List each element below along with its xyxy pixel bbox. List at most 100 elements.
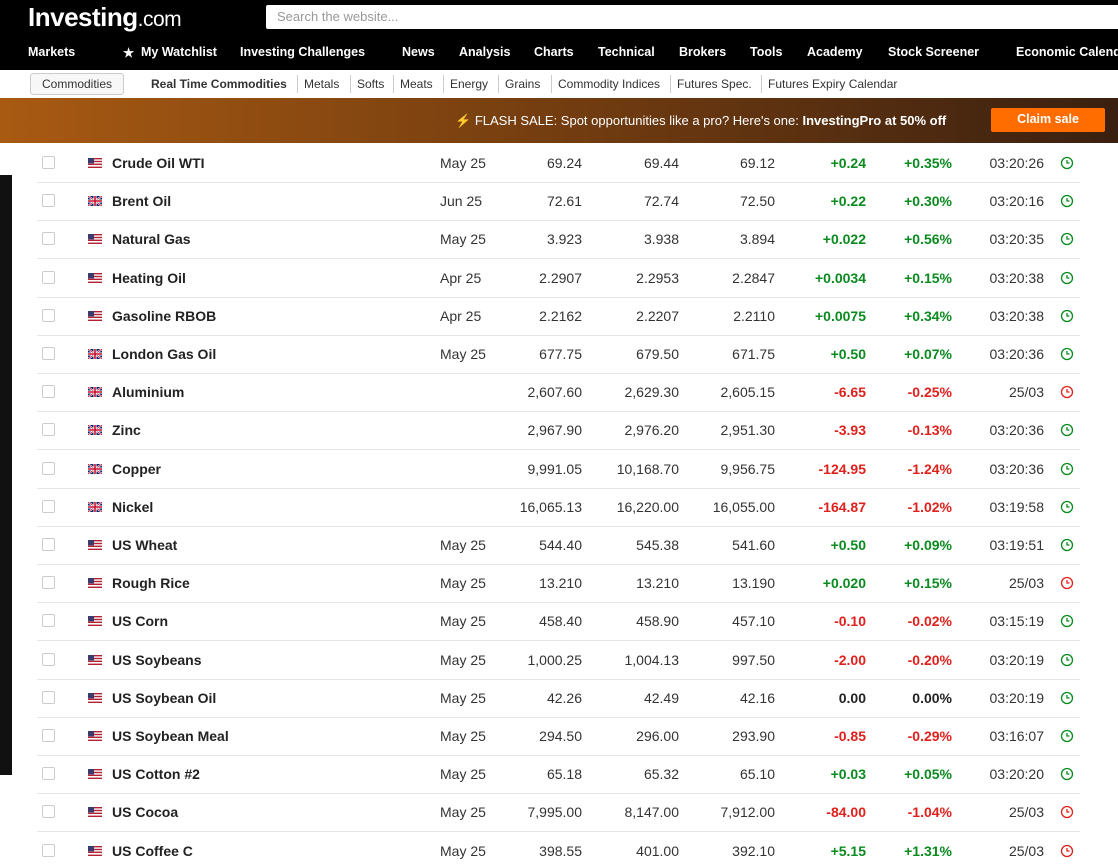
row-checkbox[interactable]: [42, 690, 55, 704]
row-checkbox[interactable]: [42, 614, 55, 628]
row-checkbox[interactable]: [42, 576, 55, 590]
instrument-name[interactable]: US Cotton #2: [112, 766, 200, 783]
instrument-name[interactable]: Natural Gas: [112, 231, 191, 248]
sub-nav-item[interactable]: Futures Spec.: [677, 77, 752, 91]
nav-item[interactable]: Brokers: [679, 45, 727, 59]
table-row[interactable]: US Cocoa May 25 7,995.00 8,147.00 7,912.00 -8…: [37, 793, 1080, 833]
flag-icon: [88, 578, 102, 589]
row-checkbox[interactable]: [42, 499, 55, 513]
instrument-name[interactable]: US Coffee C: [112, 842, 193, 859]
sub-nav-item[interactable]: Grains: [505, 77, 541, 91]
table-row[interactable]: Copper 9,991.05 10,168.70 9,956.75 -124.95 -1…: [37, 450, 1080, 489]
table-row[interactable]: US Corn May 25 458.40 458.90 457.10 -0.10 -0.0…: [37, 602, 1080, 642]
price-high: 1,004.13: [624, 651, 680, 668]
price-low: 671.75: [732, 346, 775, 362]
table-row[interactable]: Rough Rice May 25 13.210 13.210 13.190 +0.020…: [37, 564, 1080, 604]
sub-nav-item[interactable]: Metals: [304, 77, 340, 91]
table-row[interactable]: Crude Oil WTI May 25 69.24 69.44 69.12 +0.24 +…: [37, 144, 1080, 183]
instrument-name[interactable]: Zinc: [112, 422, 141, 439]
sub-nav-item[interactable]: Softs: [357, 77, 385, 91]
change-percent: +0.56%: [904, 231, 952, 248]
nav-item[interactable]: Markets: [28, 45, 76, 59]
instrument-name[interactable]: London Gas Oil: [112, 346, 217, 362]
nav-item[interactable]: Stock Screener: [888, 45, 980, 59]
instrument-name[interactable]: US Cocoa: [112, 804, 179, 821]
table-row[interactable]: US Cotton #2 May 25 65.18 65.32 65.10 +0.03 +0…: [37, 755, 1080, 795]
sub-nav-item[interactable]: Meats: [400, 77, 433, 91]
row-checkbox[interactable]: [42, 347, 55, 360]
table-row[interactable]: Brent Oil Jun 25 72.61 72.74 72.50 +0.22 +0.30…: [37, 182, 1080, 222]
row-checkbox[interactable]: [42, 805, 55, 819]
contract-month: Apr 25: [440, 307, 482, 324]
sub-nav-item[interactable]: Energy: [450, 77, 489, 91]
table-row[interactable]: Zinc 2,967.90 2,976.20 2,951.30 -3.93 -0.13% 0…: [37, 411, 1080, 451]
row-checkbox[interactable]: [42, 194, 55, 208]
nav-item[interactable]: Tools: [750, 45, 783, 59]
change-percent: -0.02%: [907, 613, 952, 630]
instrument-name[interactable]: Brent Oil: [112, 193, 172, 210]
nav-item[interactable]: Technical: [598, 45, 655, 59]
instrument-name[interactable]: US Wheat: [112, 537, 178, 553]
change-percent: +0.09%: [904, 537, 952, 553]
row-checkbox[interactable]: [42, 423, 55, 437]
instrument-name[interactable]: US Corn: [112, 613, 168, 630]
price-low: 13.190: [732, 575, 775, 592]
row-checkbox[interactable]: [42, 729, 55, 742]
instrument-name[interactable]: Nickel: [112, 498, 154, 515]
table-row[interactable]: Nickel 16,065.13 16,220.00 16,055.00 -164.87…: [37, 488, 1080, 527]
instrument-name[interactable]: Rough Rice: [112, 575, 190, 592]
search-box[interactable]: Search the website...: [266, 5, 1118, 29]
sub-nav-item[interactable]: Commodity Indices: [558, 77, 661, 91]
instrument-name[interactable]: Gasoline RBOB: [112, 307, 217, 324]
table-row[interactable]: US Wheat May 25 544.40 545.38 541.60 +0.50 +0.…: [37, 526, 1080, 565]
row-checkbox[interactable]: [42, 385, 55, 399]
claim-button[interactable]: Claim sale: [991, 108, 1105, 132]
logo[interactable]: Investing.com: [28, 2, 182, 33]
row-checkbox[interactable]: [42, 843, 55, 857]
price-high: 8,147.00: [624, 804, 680, 821]
table-row[interactable]: Gasoline RBOB Apr 25 2.2162 2.2207 2.2110 +0.…: [37, 297, 1080, 336]
row-checkbox[interactable]: [42, 308, 55, 322]
price-high: 13.210: [636, 575, 679, 592]
table-row[interactable]: US Soybean Oil May 25 42.26 42.49 42.16 0.00 0…: [37, 679, 1080, 718]
instrument-name[interactable]: US Soybean Oil: [112, 689, 217, 706]
row-checkbox[interactable]: [42, 767, 55, 781]
nav-item[interactable]: Investing Challenges: [240, 45, 366, 59]
row-checkbox[interactable]: [42, 270, 55, 284]
nav-item[interactable]: Academy: [807, 45, 863, 59]
sub-nav-item[interactable]: Futures Expiry Calendar: [768, 77, 898, 91]
table-row[interactable]: US Soybean Meal May 25 294.50 296.00 293.90 -…: [37, 717, 1080, 756]
table-row[interactable]: Aluminium 2,607.60 2,629.30 2,605.15 -6.65 -0…: [37, 373, 1080, 413]
nav-item[interactable]: Analysis: [459, 45, 511, 59]
nav-item[interactable]: My Watchlist: [141, 45, 217, 59]
instrument-name[interactable]: Heating Oil: [112, 269, 186, 286]
price-last: 13.210: [539, 575, 582, 592]
contract-month: May 25: [440, 346, 486, 362]
table-row[interactable]: London Gas Oil May 25 677.75 679.50 671.75 +0…: [37, 335, 1080, 374]
table-row[interactable]: Natural Gas May 25 3.923 3.938 3.894 +0.022 +0…: [37, 220, 1080, 260]
row-checkbox[interactable]: [42, 652, 55, 666]
instrument-name[interactable]: US Soybean Meal: [112, 728, 229, 744]
price-last: 72.61: [546, 193, 582, 210]
change: -6.65: [834, 384, 866, 401]
row-checkbox[interactable]: [42, 232, 55, 246]
update-time: 25/03: [1008, 384, 1044, 401]
sub-nav-item[interactable]: Real Time Commodities: [151, 77, 287, 91]
separator: [761, 75, 762, 93]
row-checkbox[interactable]: [42, 461, 55, 475]
nav-item[interactable]: Economic Calendar: [1016, 45, 1118, 59]
instrument-name[interactable]: Crude Oil WTI: [112, 155, 205, 171]
instrument-name[interactable]: Copper: [112, 460, 161, 477]
table-row[interactable]: US Soybeans May 25 1,000.25 1,004.13 997.50 -…: [37, 641, 1080, 680]
table-row[interactable]: Heating Oil Apr 25 2.2907 2.2953 2.2847 +0.00…: [37, 259, 1080, 298]
instrument-name[interactable]: Aluminium: [112, 384, 185, 401]
instrument-name[interactable]: US Soybeans: [112, 651, 202, 668]
nav-item[interactable]: News: [402, 45, 435, 59]
nav-item[interactable]: Charts: [534, 45, 574, 59]
price-high: 69.44: [643, 155, 679, 171]
row-checkbox[interactable]: [42, 156, 55, 169]
row-checkbox[interactable]: [42, 538, 55, 551]
banner-text: ⚡ FLASH SALE: Spot opportunities like a …: [455, 113, 947, 128]
sub-nav-item[interactable]: Commodities: [30, 73, 125, 95]
table-row[interactable]: US Coffee C May 25 398.55 401.00 392.10 +5.15…: [37, 832, 1080, 865]
